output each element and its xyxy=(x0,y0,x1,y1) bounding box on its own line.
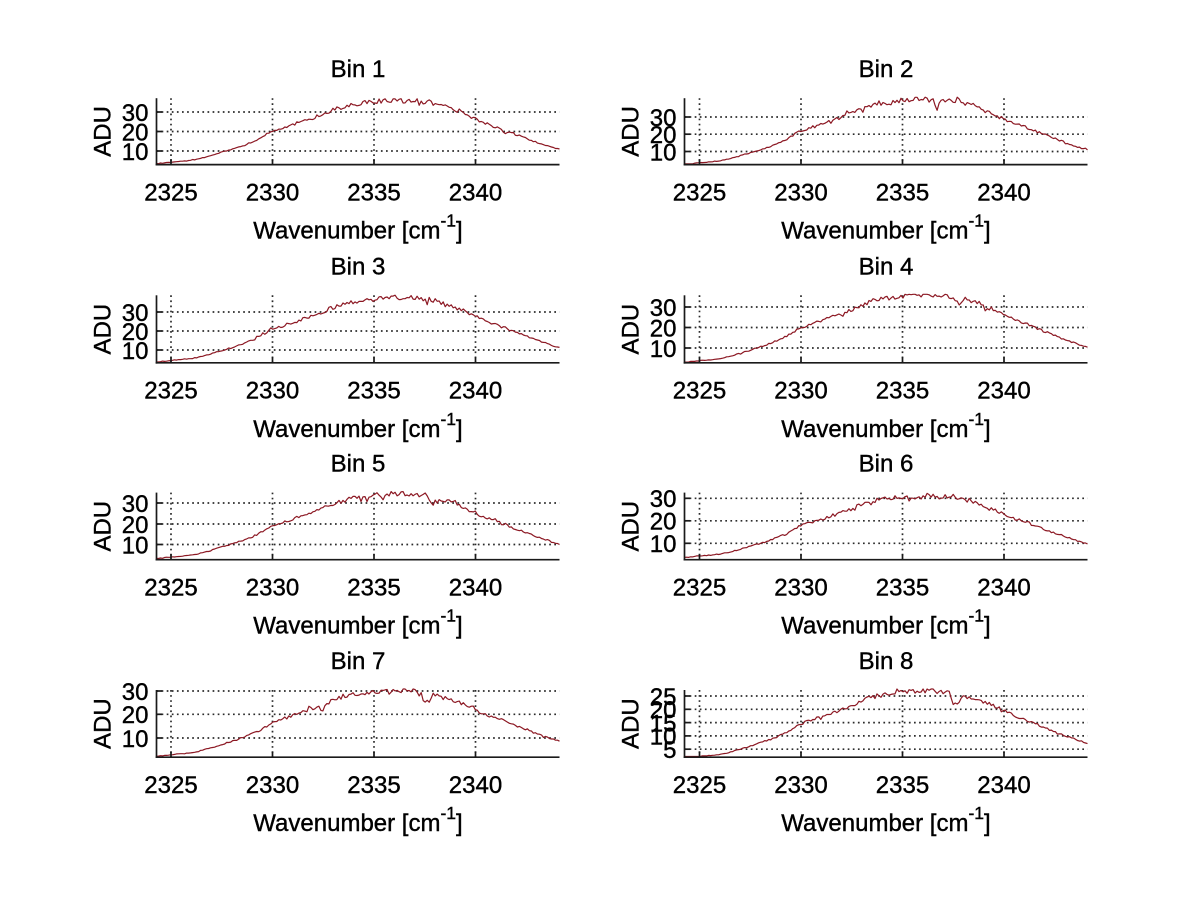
svg-text:20: 20 xyxy=(122,319,149,346)
svg-text:Bin 4: Bin 4 xyxy=(859,253,914,280)
svg-text:2340: 2340 xyxy=(449,575,502,602)
svg-text:ADU: ADU xyxy=(90,106,117,157)
svg-text:2325: 2325 xyxy=(144,179,197,206)
svg-text:Bin 1: Bin 1 xyxy=(331,56,386,83)
svg-text:ADU: ADU xyxy=(618,501,645,552)
svg-text:25: 25 xyxy=(650,684,677,711)
svg-text:10: 10 xyxy=(122,532,149,559)
svg-text:10: 10 xyxy=(650,531,677,558)
svg-text:30: 30 xyxy=(122,300,149,327)
svg-text:2330: 2330 xyxy=(246,179,299,206)
svg-text:30: 30 xyxy=(650,486,677,513)
svg-text:2325: 2325 xyxy=(673,179,726,206)
svg-text:2340: 2340 xyxy=(449,378,502,405)
svg-text:ADU: ADU xyxy=(618,106,645,157)
svg-text:2330: 2330 xyxy=(774,772,827,799)
svg-text:2330: 2330 xyxy=(774,378,827,405)
svg-text:30: 30 xyxy=(122,100,149,127)
svg-text:2325: 2325 xyxy=(144,772,197,799)
svg-text:2340: 2340 xyxy=(449,179,502,206)
svg-text:2330: 2330 xyxy=(246,575,299,602)
svg-text:ADU: ADU xyxy=(618,698,645,749)
svg-text:2325: 2325 xyxy=(673,772,726,799)
svg-text:30: 30 xyxy=(122,491,149,518)
svg-text:2335: 2335 xyxy=(876,378,929,405)
svg-text:2335: 2335 xyxy=(876,575,929,602)
svg-text:10: 10 xyxy=(122,726,149,753)
svg-text:Bin 5: Bin 5 xyxy=(331,451,386,478)
svg-text:20: 20 xyxy=(650,122,677,149)
svg-text:2340: 2340 xyxy=(977,772,1030,799)
svg-text:2330: 2330 xyxy=(774,179,827,206)
svg-text:10: 10 xyxy=(650,724,677,751)
svg-text:2335: 2335 xyxy=(347,575,400,602)
svg-text:20: 20 xyxy=(122,702,149,729)
svg-text:20: 20 xyxy=(650,315,677,342)
svg-text:ADU: ADU xyxy=(90,501,117,552)
svg-text:2340: 2340 xyxy=(977,575,1030,602)
svg-text:10: 10 xyxy=(122,139,149,166)
svg-text:10: 10 xyxy=(122,338,149,365)
svg-text:ADU: ADU xyxy=(90,698,117,749)
svg-text:Bin 8: Bin 8 xyxy=(859,648,914,675)
svg-text:30: 30 xyxy=(650,295,677,322)
svg-text:20: 20 xyxy=(122,512,149,539)
svg-text:30: 30 xyxy=(122,679,149,706)
svg-text:2325: 2325 xyxy=(144,378,197,405)
svg-text:Bin 2: Bin 2 xyxy=(859,56,914,83)
svg-text:Bin 6: Bin 6 xyxy=(859,451,914,478)
svg-text:10: 10 xyxy=(650,139,677,166)
svg-text:2340: 2340 xyxy=(449,772,502,799)
svg-text:2340: 2340 xyxy=(977,179,1030,206)
svg-text:2335: 2335 xyxy=(347,772,400,799)
svg-text:Bin 3: Bin 3 xyxy=(331,253,386,280)
svg-text:2330: 2330 xyxy=(774,575,827,602)
svg-text:10: 10 xyxy=(650,336,677,363)
svg-text:2330: 2330 xyxy=(246,378,299,405)
svg-text:20: 20 xyxy=(650,509,677,536)
svg-text:2330: 2330 xyxy=(246,772,299,799)
svg-text:ADU: ADU xyxy=(90,304,117,355)
svg-text:2335: 2335 xyxy=(347,179,400,206)
svg-text:5: 5 xyxy=(663,737,676,764)
svg-text:30: 30 xyxy=(650,105,677,132)
svg-text:ADU: ADU xyxy=(618,304,645,355)
svg-text:2340: 2340 xyxy=(977,378,1030,405)
svg-text:Bin 7: Bin 7 xyxy=(331,648,386,675)
svg-text:15: 15 xyxy=(650,710,677,737)
svg-text:2335: 2335 xyxy=(876,179,929,206)
svg-text:2325: 2325 xyxy=(673,575,726,602)
svg-text:2325: 2325 xyxy=(144,575,197,602)
svg-text:2335: 2335 xyxy=(347,378,400,405)
svg-text:2335: 2335 xyxy=(876,772,929,799)
svg-text:20: 20 xyxy=(650,697,677,724)
svg-text:2325: 2325 xyxy=(673,378,726,405)
svg-text:20: 20 xyxy=(122,119,149,146)
